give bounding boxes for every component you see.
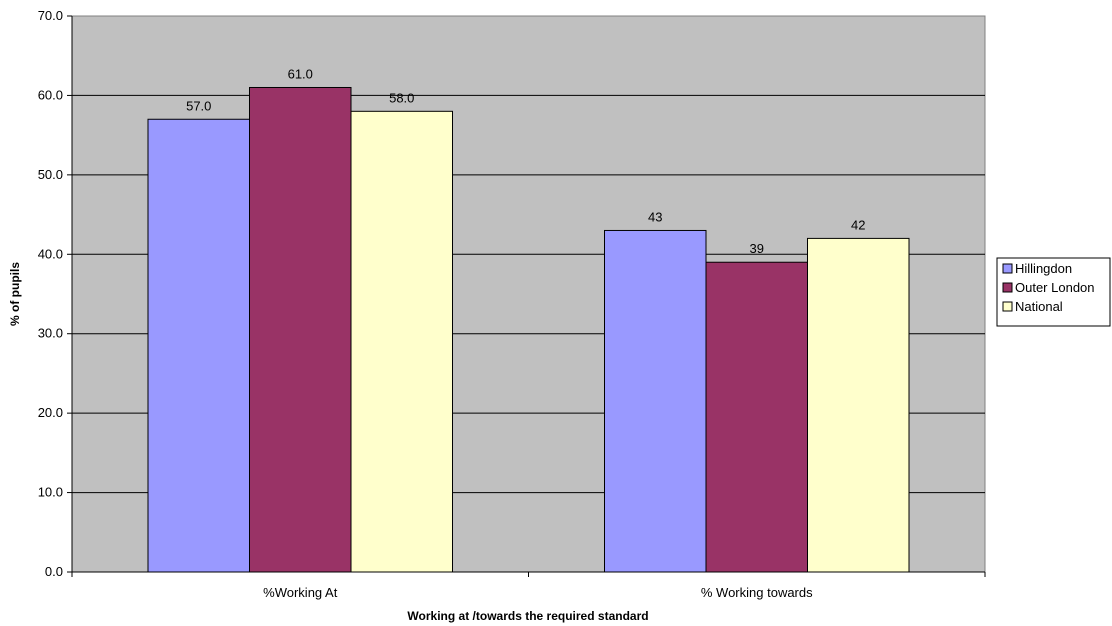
bar-national	[807, 237, 910, 573]
y-tick-label: 40.0	[38, 246, 63, 261]
x-tick-label: %Working At	[263, 585, 338, 600]
legend: Hillingdon Outer London National	[996, 257, 1111, 327]
y-tick-label: 30.0	[38, 326, 63, 341]
x-axis-title: Working at /towards the required standar…	[407, 609, 648, 623]
legend-label: Hillingdon	[1015, 261, 1072, 276]
legend-swatch	[1002, 263, 1013, 274]
y-tick-label: 0.0	[45, 564, 63, 579]
bar-outer-london	[249, 86, 352, 573]
legend-swatch	[1002, 282, 1013, 293]
bar-hillingdon	[604, 229, 707, 573]
x-tick-label: % Working towards	[701, 585, 813, 600]
data-label: 61.0	[288, 66, 313, 81]
data-label: 58.0	[389, 90, 414, 105]
data-label: 39	[750, 241, 764, 256]
y-tick-label: 70.0	[38, 8, 63, 23]
y-axis: 0.0 10.0 20.0 30.0 40.0 50.0 60.0 70.0	[38, 8, 73, 579]
y-tick-label: 10.0	[38, 485, 63, 500]
y-tick-label: 50.0	[38, 167, 63, 182]
bar-national	[350, 110, 453, 573]
legend-swatch	[1002, 301, 1013, 312]
x-axis: %Working At % Working towards	[71, 571, 986, 600]
y-axis-title: % of pupils	[8, 262, 22, 326]
data-label: 42	[851, 217, 865, 232]
legend-label: National	[1015, 299, 1063, 314]
bars	[147, 86, 910, 573]
legend-label: Outer London	[1015, 280, 1095, 295]
bar-outer-london	[705, 261, 808, 573]
legend-box	[996, 257, 1111, 327]
bar-hillingdon	[147, 118, 250, 573]
y-tick-label: 60.0	[38, 87, 63, 102]
y-tick-label: 20.0	[38, 405, 63, 420]
data-label: 57.0	[186, 98, 211, 113]
data-labels: 57.0 61.0 58.0 43 39 42	[186, 66, 865, 256]
data-label: 43	[648, 209, 662, 224]
